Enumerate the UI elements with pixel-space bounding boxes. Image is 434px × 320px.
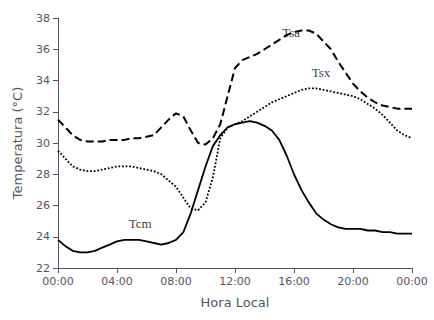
svg-text:36: 36 bbox=[36, 43, 50, 56]
svg-text:Tsx: Tsx bbox=[312, 65, 331, 80]
svg-text:26: 26 bbox=[36, 199, 50, 212]
svg-text:12:00: 12:00 bbox=[219, 275, 251, 288]
svg-text:04:00: 04:00 bbox=[101, 275, 133, 288]
svg-text:Tsa: Tsa bbox=[282, 25, 300, 40]
svg-text:24: 24 bbox=[36, 230, 50, 243]
svg-text:38: 38 bbox=[36, 12, 50, 25]
svg-text:16:00: 16:00 bbox=[278, 275, 310, 288]
svg-text:Temperatura (°C): Temperatura (°C) bbox=[10, 87, 25, 200]
svg-text:00:00: 00:00 bbox=[42, 275, 74, 288]
svg-text:28: 28 bbox=[36, 168, 50, 181]
svg-text:20:00: 20:00 bbox=[337, 275, 369, 288]
svg-text:32: 32 bbox=[36, 105, 50, 118]
svg-text:34: 34 bbox=[36, 74, 50, 87]
svg-text:08:00: 08:00 bbox=[160, 275, 192, 288]
svg-text:Tcm: Tcm bbox=[129, 216, 152, 231]
svg-text:Hora Local: Hora Local bbox=[201, 295, 270, 310]
svg-text:00:00: 00:00 bbox=[396, 275, 428, 288]
svg-text:30: 30 bbox=[36, 137, 50, 150]
svg-text:22: 22 bbox=[36, 262, 50, 275]
